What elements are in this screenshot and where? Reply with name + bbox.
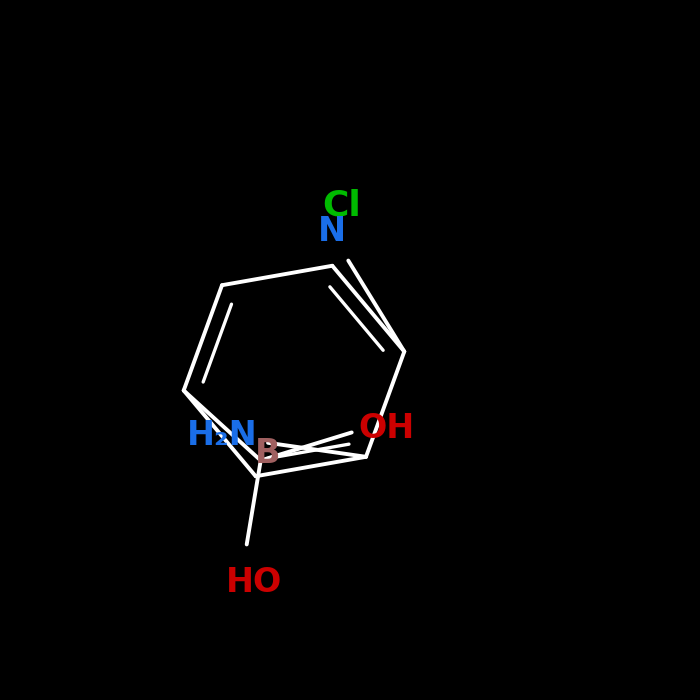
Text: N: N <box>318 216 346 248</box>
Text: H₂N: H₂N <box>187 419 258 452</box>
Text: HO: HO <box>225 566 282 599</box>
Text: B: B <box>255 437 281 470</box>
Text: Cl: Cl <box>322 188 360 222</box>
Text: OH: OH <box>358 412 415 445</box>
